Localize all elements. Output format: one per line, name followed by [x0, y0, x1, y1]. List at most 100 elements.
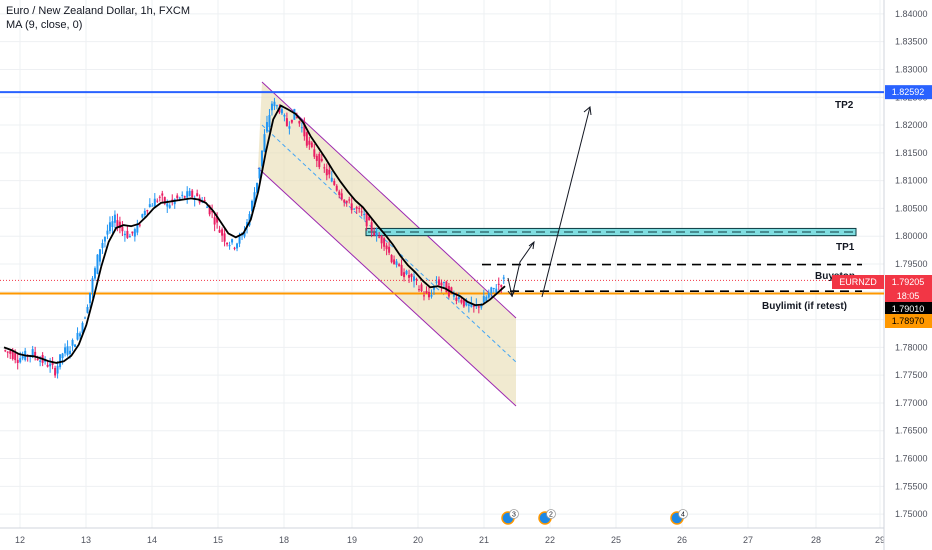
- candle-body: [138, 224, 141, 226]
- candle-body: [353, 208, 356, 210]
- candle-body: [408, 275, 411, 278]
- candle-body: [418, 289, 421, 291]
- tp1-label: TP1: [836, 242, 855, 253]
- price-tag-current: 1.79010: [892, 304, 925, 314]
- price-tag-countdown: 18:05: [897, 291, 920, 301]
- candle-body: [308, 140, 311, 145]
- candle-body: [375, 232, 378, 237]
- candle-body: [268, 115, 271, 128]
- candle-body: [452, 294, 455, 297]
- candle-body: [143, 210, 146, 216]
- candle-body: [221, 229, 224, 236]
- candle-body: [211, 210, 214, 213]
- candle-body: [6, 351, 9, 353]
- symbol-price-tag: EURNZD: [839, 277, 877, 287]
- y-tick-label: 1.76000: [895, 454, 928, 464]
- x-tick-label: 22: [545, 535, 555, 545]
- candle-body: [485, 296, 488, 301]
- candle-body: [425, 290, 428, 294]
- candle-body: [318, 153, 321, 168]
- y-tick-label: 1.78000: [895, 342, 928, 352]
- candle-body: [148, 204, 151, 208]
- candle-body: [31, 349, 34, 357]
- candle-body: [14, 353, 17, 361]
- candle-body: [206, 206, 209, 208]
- candle-body: [315, 155, 318, 161]
- candle-body: [19, 358, 22, 363]
- candle-body: [111, 221, 114, 227]
- candle-body: [46, 364, 49, 367]
- x-tick-label: 18: [279, 535, 289, 545]
- event-count: 3: [512, 512, 516, 519]
- candle-body: [54, 367, 57, 376]
- event-count: 2: [549, 512, 553, 519]
- y-tick-label: 1.83500: [895, 37, 928, 47]
- y-tick-label: 1.75000: [895, 509, 928, 519]
- ma-indicator-label: MA (9, close, 0): [6, 19, 83, 31]
- candle-body: [136, 223, 139, 233]
- candle-body: [116, 220, 119, 228]
- candle-body: [457, 296, 460, 300]
- candle-body: [345, 200, 348, 203]
- candle-body: [228, 245, 231, 247]
- event-badge[interactable]: 3: [501, 509, 519, 525]
- arrow-to-tp1: [511, 241, 535, 298]
- candle-body: [255, 182, 258, 193]
- candle-body: [330, 177, 333, 182]
- candle-body: [118, 221, 121, 229]
- candle-body: [462, 298, 465, 307]
- price-tag-buylimit: 1.78970: [892, 316, 925, 326]
- y-tick-label: 1.80500: [895, 203, 928, 213]
- candle-body: [76, 332, 79, 340]
- candle-body: [325, 168, 328, 176]
- event-badge[interactable]: 4: [670, 509, 688, 525]
- arrowhead-tp2: [583, 106, 592, 116]
- candle-body: [403, 272, 406, 278]
- candle-body: [360, 211, 363, 213]
- x-tick-label: 13: [81, 535, 91, 545]
- candle-body: [71, 339, 74, 346]
- candle-body: [106, 230, 109, 235]
- candle-body: [171, 199, 174, 201]
- candle-body: [300, 127, 303, 129]
- event-badge[interactable]: 2: [538, 509, 556, 525]
- x-tick-label: 28: [811, 535, 821, 545]
- candle-body: [161, 193, 164, 196]
- candle-body: [435, 281, 438, 283]
- candle-body: [280, 109, 283, 114]
- candle-body: [11, 351, 14, 360]
- event-count-bubble: [509, 509, 519, 519]
- candle-body: [275, 105, 278, 107]
- candle-body: [290, 119, 293, 123]
- x-tick-label: 12: [15, 535, 25, 545]
- candle-body: [378, 236, 381, 238]
- candle-body: [335, 185, 338, 191]
- candle-body: [305, 132, 308, 146]
- candle-body: [156, 200, 159, 202]
- x-tick-label: 15: [213, 535, 223, 545]
- candle-body: [358, 208, 361, 210]
- candle-body: [420, 284, 423, 292]
- candle-body: [36, 358, 39, 361]
- candle-body: [178, 197, 181, 199]
- event-count: 4: [681, 512, 685, 519]
- candle-body: [480, 304, 483, 308]
- candle-body: [313, 149, 316, 157]
- candle-body: [16, 359, 19, 363]
- candle-body: [293, 108, 296, 120]
- candle-body: [460, 300, 463, 303]
- candle-body: [69, 350, 72, 354]
- candle-body: [288, 126, 291, 129]
- arrow-to-tp2: [541, 106, 591, 298]
- candle-body: [226, 242, 229, 245]
- x-tick-label: 25: [611, 535, 621, 545]
- candle-body: [385, 245, 388, 250]
- candle-body: [248, 214, 251, 226]
- candle-body: [492, 288, 495, 290]
- candle-body: [450, 287, 453, 293]
- price-tag-eurnzd: 1.79205: [892, 277, 925, 287]
- candle-body: [61, 353, 64, 358]
- y-tick-label: 1.81500: [895, 148, 928, 158]
